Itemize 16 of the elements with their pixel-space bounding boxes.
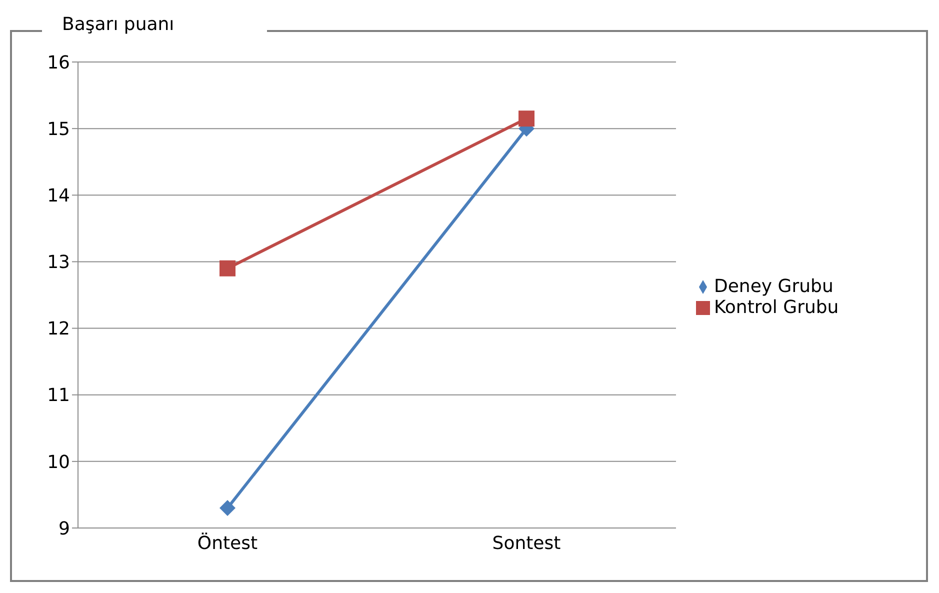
x-tick-label: Sontest xyxy=(492,532,561,554)
point xyxy=(518,110,534,127)
y-tick-label: 10 xyxy=(47,452,70,473)
legend-label: Deney Grubu xyxy=(714,276,834,296)
y-tick-label: 15 xyxy=(47,118,70,140)
y-tick-label: 13 xyxy=(47,252,70,274)
y-tick-label: 12 xyxy=(47,318,70,340)
point xyxy=(220,500,236,516)
legend-label: Kontrol Grubu xyxy=(714,296,839,318)
y-tick-label: 16 xyxy=(47,52,70,74)
y-tick-label: 14 xyxy=(47,186,70,207)
y-tick-label: 11 xyxy=(47,385,70,406)
y-tick-label: 9 xyxy=(58,518,70,540)
point xyxy=(220,260,236,276)
y-axis-title: Başarı puanı xyxy=(42,10,267,39)
x-tick-label: Öntest xyxy=(197,532,258,554)
